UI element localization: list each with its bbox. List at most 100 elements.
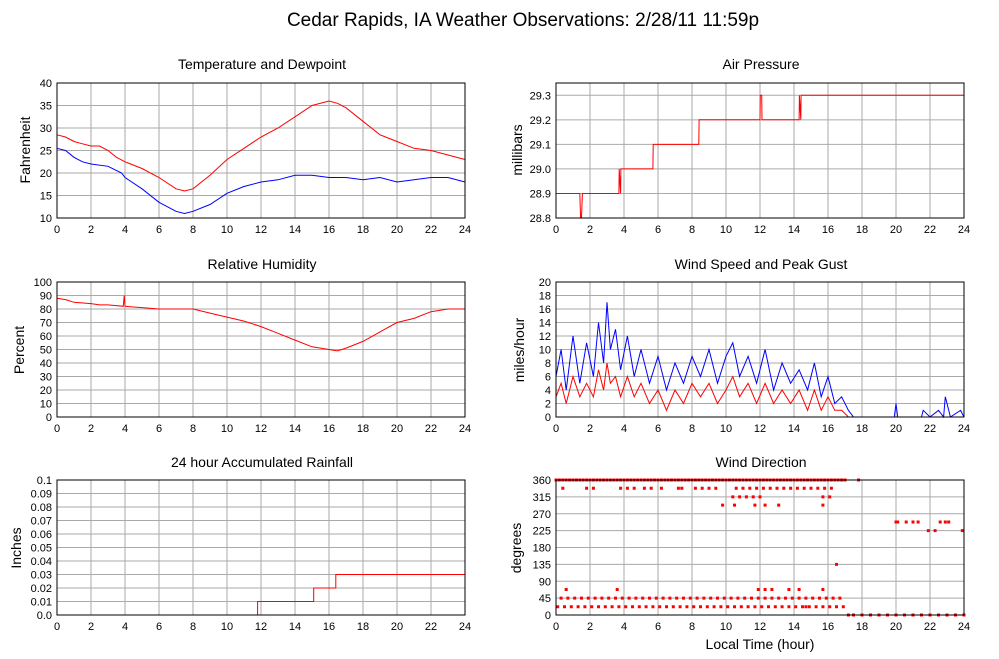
direction-point [753,605,757,609]
direction-point [685,605,689,609]
wind-frame [555,281,965,418]
rainfall-chart-title: 24 hour Accumulated Rainfall [171,454,353,470]
humidity-chart-title: Relative Humidity [208,256,317,272]
pressure-x-tick-label: 16 [822,224,834,236]
direction-x-tick-label: 18 [856,621,868,633]
humidity-y-tick-label: 90 [40,291,52,303]
direction-point [634,596,638,600]
direction-point [658,605,662,609]
direction-point [682,596,685,600]
wind-x-tick-label: 10 [720,423,732,435]
direction-point [675,596,679,600]
direction-point [614,596,617,600]
direction-point [926,529,930,533]
direction-x-tick-label: 10 [720,621,732,633]
direction-point [580,596,583,600]
pressure-y-tick-label: 29.2 [530,115,551,127]
direction-point [597,605,600,609]
direction-point [729,596,733,600]
humidity-y-tick-label: 60 [40,331,52,343]
direction-point [563,605,566,609]
humidity-x-tick-label: 16 [323,423,335,435]
temperature-y-tick-label: 30 [40,123,52,135]
direction-point [790,596,794,600]
pressure-x-tick-label: 22 [924,224,936,236]
direction-point [699,605,702,609]
temperature-y-tick-label: 10 [40,213,52,225]
direction-x-tick-label: 4 [621,621,627,633]
rainfall-y-tick-label: 0.05 [31,543,52,555]
pressure-frame [555,82,965,219]
direction-point [569,605,573,609]
direction-point [739,605,743,609]
humidity-x-tick-label: 4 [122,423,128,435]
direction-point [763,503,767,507]
direction-point [804,605,808,609]
direction-point [916,520,920,524]
direction-point [731,495,735,499]
humidity-x-tick-label: 6 [156,423,162,435]
rainfall-y-tick-label: 0.07 [31,516,52,528]
rainfall-series-line-0 [57,574,465,616]
pressure-x-tick-label: 8 [689,224,695,236]
pressure-y-tick-label: 28.9 [530,188,551,200]
humidity-y-tick-label: 100 [34,277,52,289]
wind-y-tick-label: 18 [539,291,551,303]
humidity-y-tick-label: 20 [40,385,52,397]
direction-point [632,486,636,490]
direction-point [748,486,752,490]
direction-point [620,596,624,600]
temperature-chart-title: Temperature and Dewpoint [178,56,346,72]
direction-point [678,605,682,609]
direction-point [627,596,631,600]
direction-point [693,486,697,490]
direction-point [835,562,838,566]
wind-y-tick-label: 20 [539,277,551,289]
direction-point [705,605,709,609]
direction-y-tick-label: 315 [533,492,551,504]
pressure-x-tick-label: 24 [958,224,970,236]
rainfall-frame [56,479,466,616]
direction-point [741,486,745,490]
direction-point [811,596,815,600]
direction-point [573,596,577,600]
direction-point [600,596,604,600]
direction-point [760,605,764,609]
direction-point [782,486,786,490]
direction-point [761,486,765,490]
direction-point [700,486,704,490]
direction-point [780,605,784,609]
direction-point [738,495,742,499]
direction-x-tick-label: 24 [958,621,970,633]
rainfall-y-tick-label: 0.04 [31,556,52,568]
rainfall-x-tick-label: 14 [289,621,301,633]
direction-point [721,503,725,507]
direction-point [829,486,833,490]
humidity-chart-ylabel: Percent [11,326,27,374]
humidity-x-tick-label: 20 [391,423,403,435]
direction-point [642,486,646,490]
temperature-y-tick-label: 35 [40,101,52,113]
pressure-x-tick-label: 10 [720,224,732,236]
direction-x-tick-label: 20 [890,621,902,633]
direction-point [795,486,799,490]
temperature-x-tick-label: 6 [156,224,162,236]
direction-point [784,596,787,600]
wind-x-tick-label: 16 [822,423,834,435]
direction-point [712,605,716,609]
humidity-y-tick-label: 30 [40,372,52,384]
direction-x-tick-label: 6 [655,621,661,633]
direction-point [809,486,813,490]
rainfall-y-tick-label: 0.09 [31,489,52,501]
wind-y-tick-label: 16 [539,304,551,316]
direction-point [733,503,736,507]
direction-point [777,596,781,600]
direction-x-tick-label: 12 [754,621,766,633]
direction-point [586,596,590,600]
direction-point [625,486,629,490]
direction-point [665,605,668,609]
direction-point [591,486,595,490]
direction-point [821,605,825,609]
direction-point [576,605,580,609]
